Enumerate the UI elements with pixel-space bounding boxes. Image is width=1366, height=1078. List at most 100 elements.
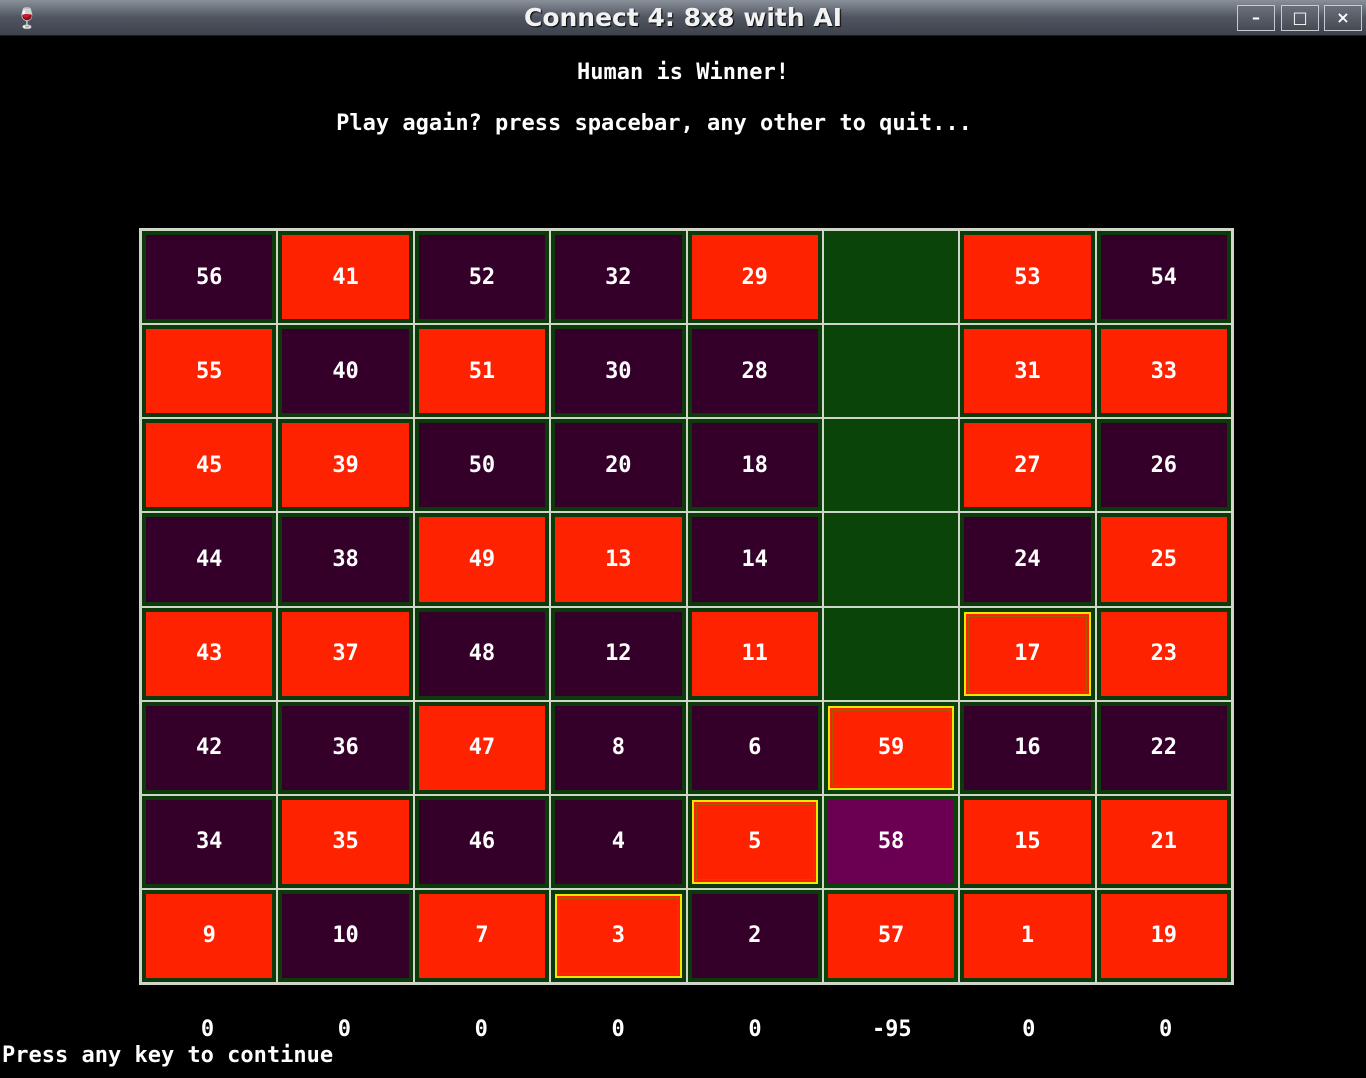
board-cell[interactable] xyxy=(822,418,960,513)
board-cell[interactable]: 56 xyxy=(141,230,278,325)
continue-prompt: Press any key to continue xyxy=(2,1043,334,1068)
game-board[interactable]: 56 41 52 32 29 53 54 55 40 51 30 28 31 33 45 39 50 20 18 27… xyxy=(139,228,1234,985)
human-piece: 19 xyxy=(1100,893,1227,978)
board-cell[interactable]: 11 xyxy=(686,606,823,701)
board-cell[interactable]: 18 xyxy=(686,418,823,513)
board-cell[interactable]: 25 xyxy=(1095,512,1232,607)
board-cell[interactable]: 49 xyxy=(413,512,551,607)
board-cell[interactable]: 9 xyxy=(141,888,278,983)
board-cell[interactable]: 6 xyxy=(686,700,823,795)
column-score: 0 xyxy=(1158,1017,1173,1042)
board-cell[interactable]: 48 xyxy=(413,606,551,701)
board-cell[interactable]: 52 xyxy=(413,230,551,325)
ai-piece: 4 xyxy=(555,799,682,884)
human-piece: 11 xyxy=(691,611,818,696)
board-cell[interactable]: 43 xyxy=(141,606,278,701)
board-cell[interactable]: 40 xyxy=(277,324,414,419)
board-cell[interactable]: 33 xyxy=(1095,324,1232,419)
board-cell[interactable]: 24 xyxy=(959,512,1096,607)
board-cell[interactable]: 36 xyxy=(277,700,414,795)
human-piece: 13 xyxy=(555,517,682,602)
board-cell[interactable]: 15 xyxy=(959,794,1096,889)
board-cell[interactable]: 8 xyxy=(550,700,687,795)
human-piece: 23 xyxy=(1100,611,1227,696)
board-cell[interactable]: 50 xyxy=(413,418,551,513)
board-cell[interactable]: 29 xyxy=(686,230,823,325)
board-cell[interactable]: 27 xyxy=(959,418,1096,513)
human-piece: 49 xyxy=(418,517,546,602)
board-cell[interactable] xyxy=(822,230,960,325)
board-cell[interactable]: 16 xyxy=(959,700,1096,795)
board-cell[interactable]: 23 xyxy=(1095,606,1232,701)
board-cell[interactable]: 22 xyxy=(1095,700,1232,795)
board-cell[interactable]: 17 xyxy=(959,606,1096,701)
human-piece: 7 xyxy=(418,893,546,978)
ai-piece: 2 xyxy=(691,893,818,978)
board-cell[interactable]: 7 xyxy=(413,888,551,983)
column-score: 0 xyxy=(337,1017,351,1042)
board-cell[interactable]: 42 xyxy=(141,700,278,795)
board-cell[interactable]: 37 xyxy=(277,606,414,701)
board-cell[interactable] xyxy=(822,606,960,701)
human-piece: 5 xyxy=(691,799,818,884)
board-cell[interactable]: 53 xyxy=(959,230,1096,325)
board-cell[interactable]: 20 xyxy=(550,418,687,513)
board-cell[interactable]: 57 xyxy=(822,888,960,983)
minimize-button[interactable]: – xyxy=(1237,5,1275,31)
board-cell[interactable]: 2 xyxy=(686,888,823,983)
board-cell[interactable]: 13 xyxy=(550,512,687,607)
board-cell[interactable]: 10 xyxy=(277,888,414,983)
board-cell[interactable]: 30 xyxy=(550,324,687,419)
human-piece: 21 xyxy=(1100,799,1227,884)
board-cell[interactable]: 3 xyxy=(550,888,687,983)
board-cell[interactable]: 46 xyxy=(413,794,551,889)
board-cell[interactable]: 1 xyxy=(959,888,1096,983)
human-piece: 1 xyxy=(964,893,1091,978)
board-cell[interactable]: 41 xyxy=(277,230,414,325)
human-piece: 3 xyxy=(555,893,682,978)
board-cell[interactable]: 21 xyxy=(1095,794,1232,889)
board-cell[interactable]: 19 xyxy=(1095,888,1232,983)
human-piece: 43 xyxy=(146,611,273,696)
ai-piece: 28 xyxy=(691,329,818,414)
board-cell[interactable]: 55 xyxy=(141,324,278,419)
board-cell[interactable]: 38 xyxy=(277,512,414,607)
ai-piece: 48 xyxy=(418,611,546,696)
human-piece: 29 xyxy=(691,235,818,320)
board-cell[interactable]: 14 xyxy=(686,512,823,607)
board-cell[interactable]: 31 xyxy=(959,324,1096,419)
close-button[interactable]: × xyxy=(1324,5,1362,31)
ai-piece: 32 xyxy=(555,235,682,320)
board-cell[interactable]: 39 xyxy=(277,418,414,513)
board-cell[interactable]: 47 xyxy=(413,700,551,795)
board-cell[interactable]: 59 xyxy=(822,700,960,795)
board-cell[interactable]: 44 xyxy=(141,512,278,607)
board-cell[interactable]: 45 xyxy=(141,418,278,513)
human-piece: 51 xyxy=(418,329,546,414)
column-score: 0 xyxy=(1022,1017,1036,1042)
human-piece: 59 xyxy=(827,705,955,790)
board-cell[interactable]: 54 xyxy=(1095,230,1232,325)
maximize-button[interactable]: □ xyxy=(1281,5,1319,31)
board-cell[interactable]: 58 xyxy=(822,794,960,889)
board-cell[interactable]: 32 xyxy=(550,230,687,325)
ai-piece: 50 xyxy=(418,423,546,508)
board-cell[interactable]: 26 xyxy=(1095,418,1232,513)
board-cell[interactable]: 12 xyxy=(550,606,687,701)
board-cell[interactable]: 34 xyxy=(141,794,278,889)
ai-piece: 10 xyxy=(282,893,409,978)
board-cell[interactable]: 28 xyxy=(686,324,823,419)
column-score: 0 xyxy=(748,1017,762,1042)
wine-glass-icon[interactable]: 🍷 xyxy=(14,6,40,30)
board-cell[interactable]: 5 xyxy=(686,794,823,889)
ai-piece: 8 xyxy=(555,705,682,790)
board-cell[interactable]: 35 xyxy=(277,794,414,889)
column-score: 0 xyxy=(474,1017,488,1042)
human-piece: 53 xyxy=(964,235,1091,320)
board-cell[interactable] xyxy=(822,324,960,419)
board-cell[interactable]: 51 xyxy=(413,324,551,419)
ai-piece: 40 xyxy=(282,329,409,414)
board-cell[interactable]: 4 xyxy=(550,794,687,889)
window-titlebar[interactable]: 🍷 Connect 4: 8x8 with AI – □ × xyxy=(0,0,1366,36)
board-cell[interactable] xyxy=(822,512,960,607)
